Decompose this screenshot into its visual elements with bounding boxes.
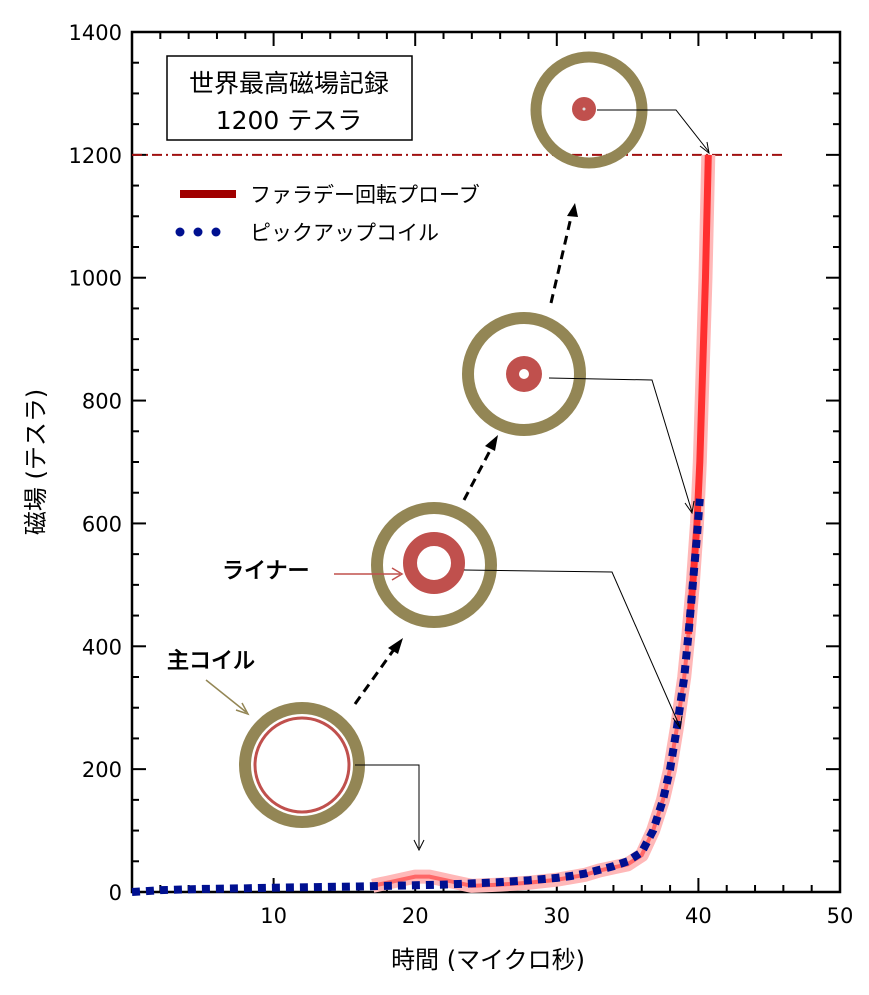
y-axis-label: 磁場 (テスラ) [22,389,50,535]
liner-1 [253,716,351,814]
y-tick-label: 0 [109,881,122,905]
annotation-liner: ライナー [222,559,310,584]
pickup-coil-line [131,498,704,896]
y-tick-label: 1200 [69,144,122,168]
legend: ファラデー回転プローブ ピックアップコイル [175,183,480,245]
faraday-noise-band [371,154,716,893]
x-tick-label: 50 [827,904,854,928]
legend-label-faraday: ファラデー回転プローブ [250,183,480,207]
x-tick-label: 40 [685,904,712,928]
y-tick-label: 400 [82,635,122,659]
coil-illustrations: ライナー 主コイル [167,51,710,852]
annotation-main-coil: 主コイル [167,649,255,674]
liner-2 [403,532,465,594]
y-tick-label: 600 [82,512,122,536]
y-tick-label: 800 [82,390,122,414]
y-tick-label: 1000 [69,267,122,291]
faraday-rotation-line-low [372,154,711,888]
x-axis-label: 時間 (マイクロ秒) [391,946,585,974]
coil-ring-2 [371,502,497,628]
x-tick-label: 10 [260,904,287,928]
series-layer [131,154,716,896]
coil-ring-1 [239,702,365,828]
coil-ring-3 [462,312,586,436]
x-tick-label: 20 [402,904,429,928]
x-tick-label: 30 [543,904,570,928]
plot-frame [130,30,842,894]
legend-label-pickup: ピックアップコイル [250,221,439,245]
record-line2: 1200 テスラ [216,106,363,135]
y-tick-label: 200 [82,758,122,782]
record-line1: 世界最高磁場記録 [189,69,389,98]
axes: 10 20 30 40 50 0 200 400 600 800 1000 1200 1400 [69,21,854,928]
y-tick-label: 1400 [69,21,122,45]
record-box: 世界最高磁場記録 1200 テスラ [166,55,413,141]
